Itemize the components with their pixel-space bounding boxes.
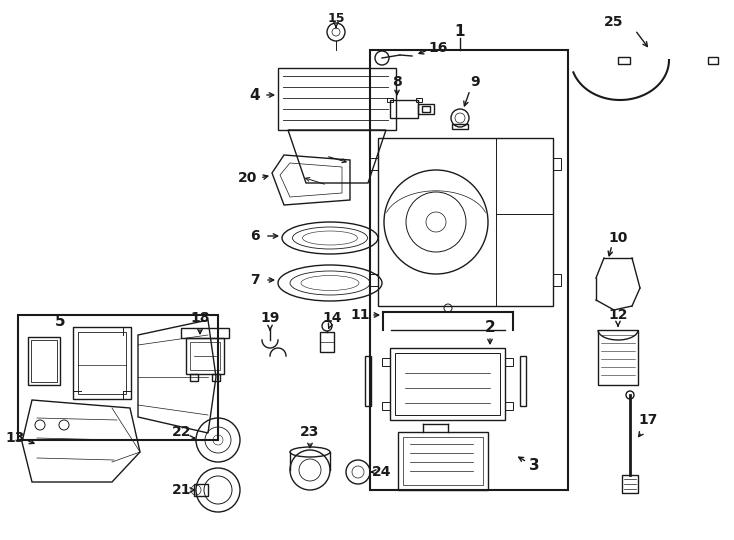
Bar [365, 356, 371, 406]
Text: 25: 25 [604, 15, 624, 29]
Bar [73, 327, 131, 399]
Bar [370, 274, 378, 286]
Bar [320, 332, 334, 352]
Bar [403, 437, 483, 485]
Bar [382, 402, 390, 410]
Bar [390, 100, 418, 118]
Bar [382, 358, 390, 366]
Text: 23: 23 [300, 425, 320, 439]
Bar [190, 342, 220, 370]
Text: 8: 8 [392, 75, 402, 89]
Text: 18: 18 [190, 311, 210, 325]
Bar [395, 353, 500, 415]
Text: 7: 7 [250, 273, 260, 287]
Text: 3: 3 [528, 457, 539, 472]
Text: 11: 11 [350, 308, 370, 322]
Bar [370, 50, 568, 490]
Bar [452, 124, 468, 129]
Bar [598, 330, 638, 385]
Text: 1: 1 [455, 24, 465, 39]
Bar [418, 104, 434, 114]
Text: 6: 6 [250, 229, 260, 243]
Text: 2: 2 [484, 321, 495, 335]
Text: 10: 10 [608, 231, 628, 245]
Bar [181, 328, 229, 338]
Text: 21: 21 [172, 483, 192, 497]
Bar [378, 138, 553, 306]
Text: 22: 22 [172, 425, 192, 439]
Text: 17: 17 [639, 413, 658, 427]
Bar [416, 98, 422, 102]
Bar [370, 158, 378, 170]
Bar [520, 356, 526, 406]
Text: 20: 20 [239, 171, 258, 185]
Text: 9: 9 [470, 75, 480, 89]
Bar [553, 274, 561, 286]
Text: 16: 16 [429, 41, 448, 55]
Text: 24: 24 [372, 465, 392, 479]
Bar [505, 358, 513, 366]
Bar [505, 402, 513, 410]
Bar [194, 484, 208, 496]
Bar [708, 57, 718, 64]
Bar [422, 106, 430, 112]
Text: 4: 4 [250, 87, 261, 103]
Bar [622, 475, 638, 493]
Bar [78, 332, 126, 394]
Bar [18, 315, 218, 440]
Bar [553, 158, 561, 170]
Bar [618, 57, 630, 64]
Bar [186, 338, 224, 374]
Text: 15: 15 [327, 11, 345, 24]
Bar [390, 348, 505, 420]
Bar [212, 374, 220, 381]
Bar [387, 98, 393, 102]
Text: 12: 12 [608, 308, 628, 322]
Bar [278, 68, 396, 130]
Bar [190, 374, 198, 381]
Text: 19: 19 [261, 311, 280, 325]
Bar [28, 337, 60, 385]
Bar [31, 340, 57, 382]
Bar [398, 432, 488, 490]
Text: 13: 13 [5, 431, 25, 445]
Text: 14: 14 [322, 311, 342, 325]
Text: 5: 5 [55, 314, 65, 329]
